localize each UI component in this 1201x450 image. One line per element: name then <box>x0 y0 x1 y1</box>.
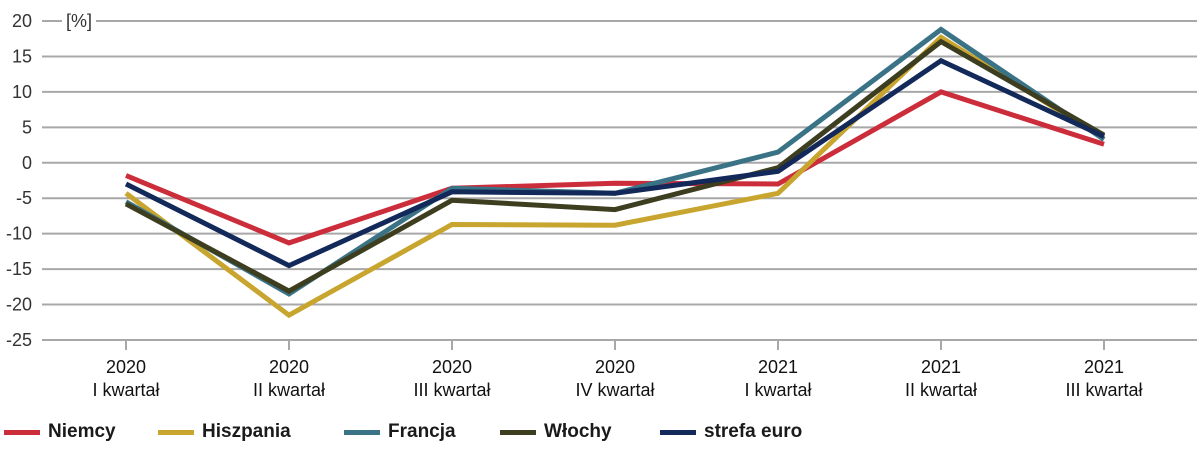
x-tick-label-year: 2020 <box>595 357 635 377</box>
series-line-włochy <box>124 38 1106 294</box>
line-chart: 20 15 10 5 0 -5 -10 -15 -20 -25 [%] 2020 I kwartał… <box>6 10 1197 400</box>
x-tick-label-quarter: II kwartał <box>905 380 977 400</box>
y-tick-label: -10 <box>6 224 32 244</box>
legend-label: Francja <box>388 421 456 442</box>
y-axis-ticks: 20 15 10 5 0 -5 -10 -15 -20 -25 <box>6 11 32 350</box>
x-tick-label-quarter: I kwartał <box>744 380 811 400</box>
y-tick-label: -5 <box>16 188 32 208</box>
y-tick-label: -20 <box>6 295 32 315</box>
legend-item: Włochy <box>500 418 612 446</box>
x-tick-label-quarter: III kwartał <box>1065 380 1142 400</box>
y-tick-label: 20 <box>12 11 32 31</box>
y-axis-unit-label: [%] <box>66 11 92 31</box>
legend-swatch <box>344 429 380 435</box>
series-line-hiszpania <box>124 34 1106 319</box>
legend-item: Hiszpania <box>158 418 291 446</box>
legend-label: strefa euro <box>704 421 803 442</box>
y-tick-label: 10 <box>12 82 32 102</box>
series-line-strefa-euro <box>124 57 1106 269</box>
x-tick-label-quarter: III kwartał <box>413 380 490 400</box>
legend-item: Niemcy <box>4 418 116 446</box>
x-tick-label-quarter: II kwartał <box>253 380 325 400</box>
x-tick-label-year: 2021 <box>1084 357 1124 377</box>
x-tick-label-year: 2020 <box>106 357 146 377</box>
series-lines <box>124 26 1106 319</box>
x-tick-label-quarter: I kwartał <box>92 380 159 400</box>
legend-label: Włochy <box>544 421 612 442</box>
legend-label: Hiszpania <box>202 421 291 442</box>
series-line-niemcy <box>125 89 1105 246</box>
y-tick-label: -25 <box>6 330 32 350</box>
gridlines <box>42 10 1197 341</box>
legend-label: Niemcy <box>48 421 116 442</box>
y-tick-label: -15 <box>6 259 32 279</box>
y-tick-label: 5 <box>22 117 32 137</box>
x-tick-label-year: 2020 <box>269 357 309 377</box>
legend-item: Francja <box>344 418 456 446</box>
x-tick-label-year: 2020 <box>432 357 472 377</box>
x-tick-label-quarter: IV kwartał <box>575 380 654 400</box>
x-axis-ticks: 2020 I kwartał 2020 II kwartał 2020 III kwart… <box>92 340 1143 400</box>
legend-swatch <box>660 429 696 435</box>
legend-swatch <box>4 429 40 435</box>
y-tick-label: 15 <box>12 46 32 66</box>
legend-swatch <box>500 429 536 435</box>
legend: Niemcy Hiszpania Francja Włochy strefa euro <box>0 418 1201 446</box>
y-tick-label: 0 <box>22 153 32 173</box>
y-axis-unit-label-background <box>62 10 96 32</box>
legend-item: strefa euro <box>660 418 802 446</box>
x-tick-label-year: 2021 <box>758 357 798 377</box>
x-tick-label-year: 2021 <box>921 357 961 377</box>
legend-swatch <box>158 429 194 435</box>
